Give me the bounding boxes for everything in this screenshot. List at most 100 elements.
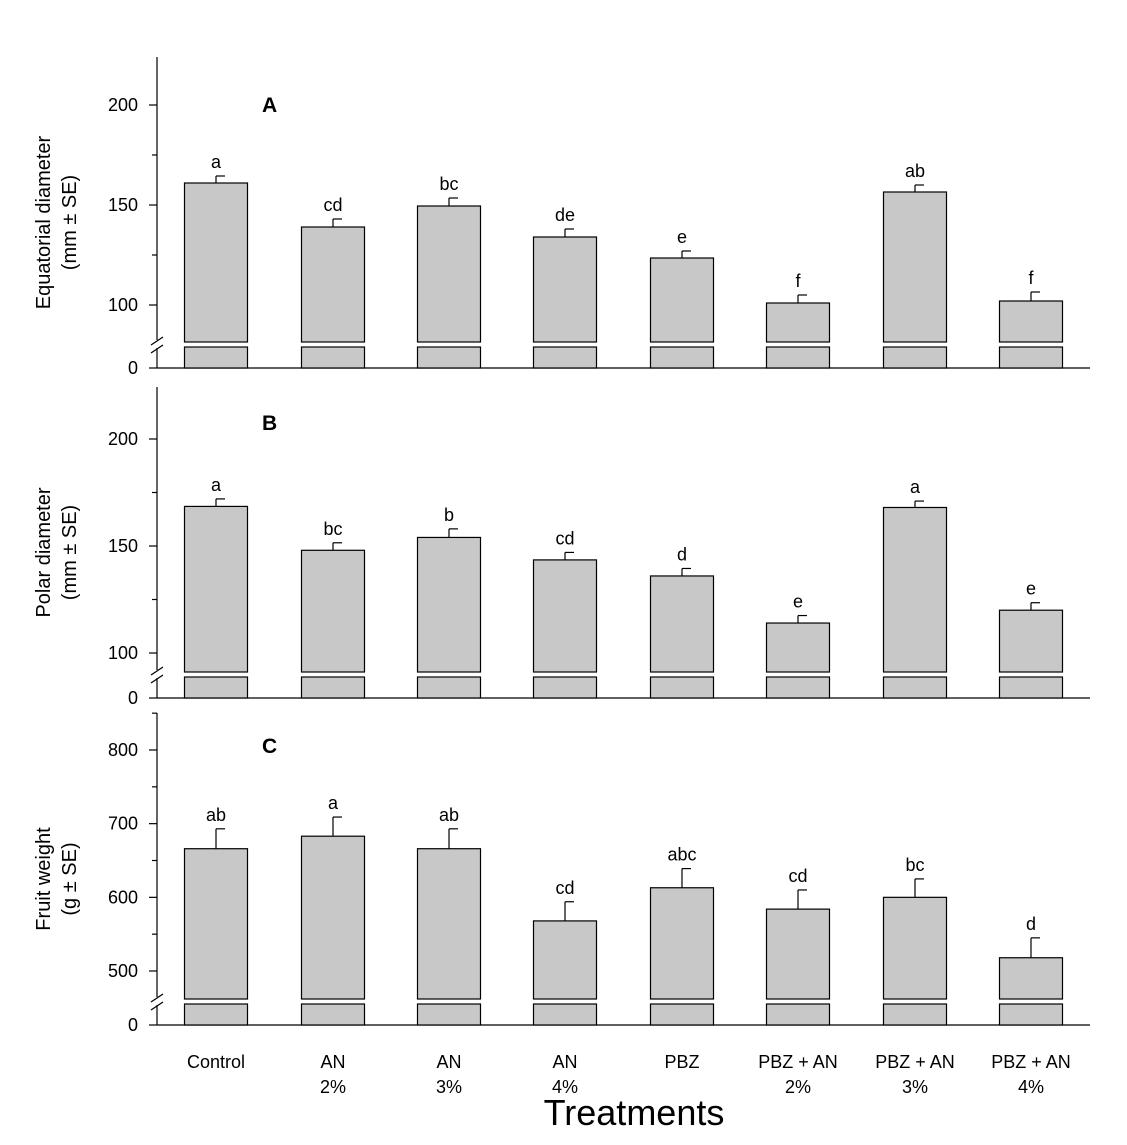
- bar-stub: [765, 346, 831, 369]
- y-tick-label: 100: [108, 643, 138, 663]
- significance-letter: a: [328, 793, 339, 813]
- significance-letter: a: [211, 152, 222, 172]
- significance-letter: d: [677, 544, 687, 564]
- bar-stub: [882, 1003, 948, 1026]
- bar-stub: [998, 1003, 1064, 1026]
- bar: [416, 848, 482, 1000]
- y-axis-label-line: Fruit weight: [33, 827, 55, 931]
- significance-letter: abc: [667, 845, 696, 865]
- significance-letter: ab: [905, 161, 925, 181]
- x-category-label: 3%: [902, 1077, 928, 1097]
- x-category-label: Control: [187, 1052, 245, 1072]
- significance-letter: a: [910, 477, 921, 497]
- y-axis-label-line: Polar diameter: [33, 487, 55, 617]
- y-tick-label: 600: [108, 887, 138, 907]
- bar: [998, 957, 1064, 1000]
- bar-stub: [532, 346, 598, 369]
- bar-stub: [183, 676, 249, 699]
- bar-stub: [998, 346, 1064, 369]
- y-tick-label: 150: [108, 195, 138, 215]
- significance-letter: e: [677, 227, 687, 247]
- significance-letter: d: [1026, 914, 1036, 934]
- bar: [532, 236, 598, 343]
- bar: [183, 182, 249, 343]
- significance-letter: cd: [323, 195, 342, 215]
- bar-stub: [765, 1003, 831, 1026]
- y-tick-label: 700: [108, 814, 138, 834]
- x-category-label: AN: [552, 1052, 577, 1072]
- y-axis-label: Equatorial diameter (mm ± SE): [33, 135, 81, 309]
- bar: [765, 622, 831, 673]
- significance-letter: f: [795, 271, 801, 291]
- x-category-label: PBZ: [664, 1052, 699, 1072]
- bar-stub: [998, 676, 1064, 699]
- panel-letter: B: [262, 412, 277, 435]
- y-axis-label-line: (mm ± SE): [59, 175, 81, 270]
- y-zero-label: 0: [128, 358, 138, 378]
- bar-stub: [532, 676, 598, 699]
- significance-letter: bc: [905, 855, 924, 875]
- bar-stub: [300, 676, 366, 699]
- x-axis-title: Treatments: [544, 1092, 725, 1133]
- bar-stub: [882, 346, 948, 369]
- significance-letter: a: [211, 475, 222, 495]
- y-zero-label: 0: [128, 1015, 138, 1035]
- bar-stub: [416, 1003, 482, 1026]
- bar-stub: [882, 676, 948, 699]
- x-category-label: PBZ + AN: [875, 1052, 955, 1072]
- bar: [765, 908, 831, 1000]
- y-axis-label: Fruit weight (g ± SE): [33, 827, 81, 931]
- bar: [998, 609, 1064, 673]
- bar: [882, 191, 948, 343]
- bar: [649, 887, 715, 1000]
- bar: [300, 226, 366, 343]
- x-category-label: 3%: [436, 1077, 462, 1097]
- bar-stub: [300, 1003, 366, 1026]
- axis-break-mark: [150, 344, 164, 354]
- bar-stub: [649, 1003, 715, 1026]
- y-tick-label: 200: [108, 429, 138, 449]
- significance-letter: cd: [788, 866, 807, 886]
- bar: [300, 549, 366, 673]
- significance-letter: f: [1028, 268, 1034, 288]
- x-category-label: PBZ + AN: [758, 1052, 838, 1072]
- significance-letter: bc: [323, 519, 342, 539]
- bar: [300, 835, 366, 1000]
- y-tick-label: 500: [108, 961, 138, 981]
- panel-letter: C: [262, 735, 277, 758]
- bar: [998, 300, 1064, 343]
- y-axis-label-line: (g ± SE): [59, 842, 81, 915]
- x-category-label: PBZ + AN: [991, 1052, 1071, 1072]
- significance-letter: b: [444, 505, 454, 525]
- significance-letter: e: [1026, 579, 1036, 599]
- axis-break-mark: [150, 1001, 164, 1011]
- significance-letter: de: [555, 205, 575, 225]
- panel-letter: A: [262, 94, 277, 117]
- bar: [183, 848, 249, 1000]
- significance-letter: ab: [439, 805, 459, 825]
- significance-letter: cd: [555, 878, 574, 898]
- bar: [416, 205, 482, 343]
- bar-stub: [649, 346, 715, 369]
- bar: [649, 575, 715, 673]
- x-category-label: 4%: [1018, 1077, 1044, 1097]
- bar: [882, 506, 948, 673]
- significance-letter: cd: [555, 528, 574, 548]
- bar-stub: [416, 676, 482, 699]
- bar: [416, 536, 482, 673]
- y-tick-label: 100: [108, 295, 138, 315]
- axis-break-mark: [150, 674, 164, 684]
- y-tick-label: 200: [108, 95, 138, 115]
- axis-break-mark: [150, 336, 164, 346]
- bar-stub: [649, 676, 715, 699]
- y-axis-label: Polar diameter (mm ± SE): [33, 487, 81, 617]
- y-tick-label: 150: [108, 536, 138, 556]
- bar-stub: [416, 346, 482, 369]
- bar-stub: [532, 1003, 598, 1026]
- bar-stub: [183, 1003, 249, 1026]
- y-axis-label-line: (mm ± SE): [59, 505, 81, 600]
- x-category-label: AN: [320, 1052, 345, 1072]
- y-tick-label: 800: [108, 740, 138, 760]
- y-zero-label: 0: [128, 688, 138, 708]
